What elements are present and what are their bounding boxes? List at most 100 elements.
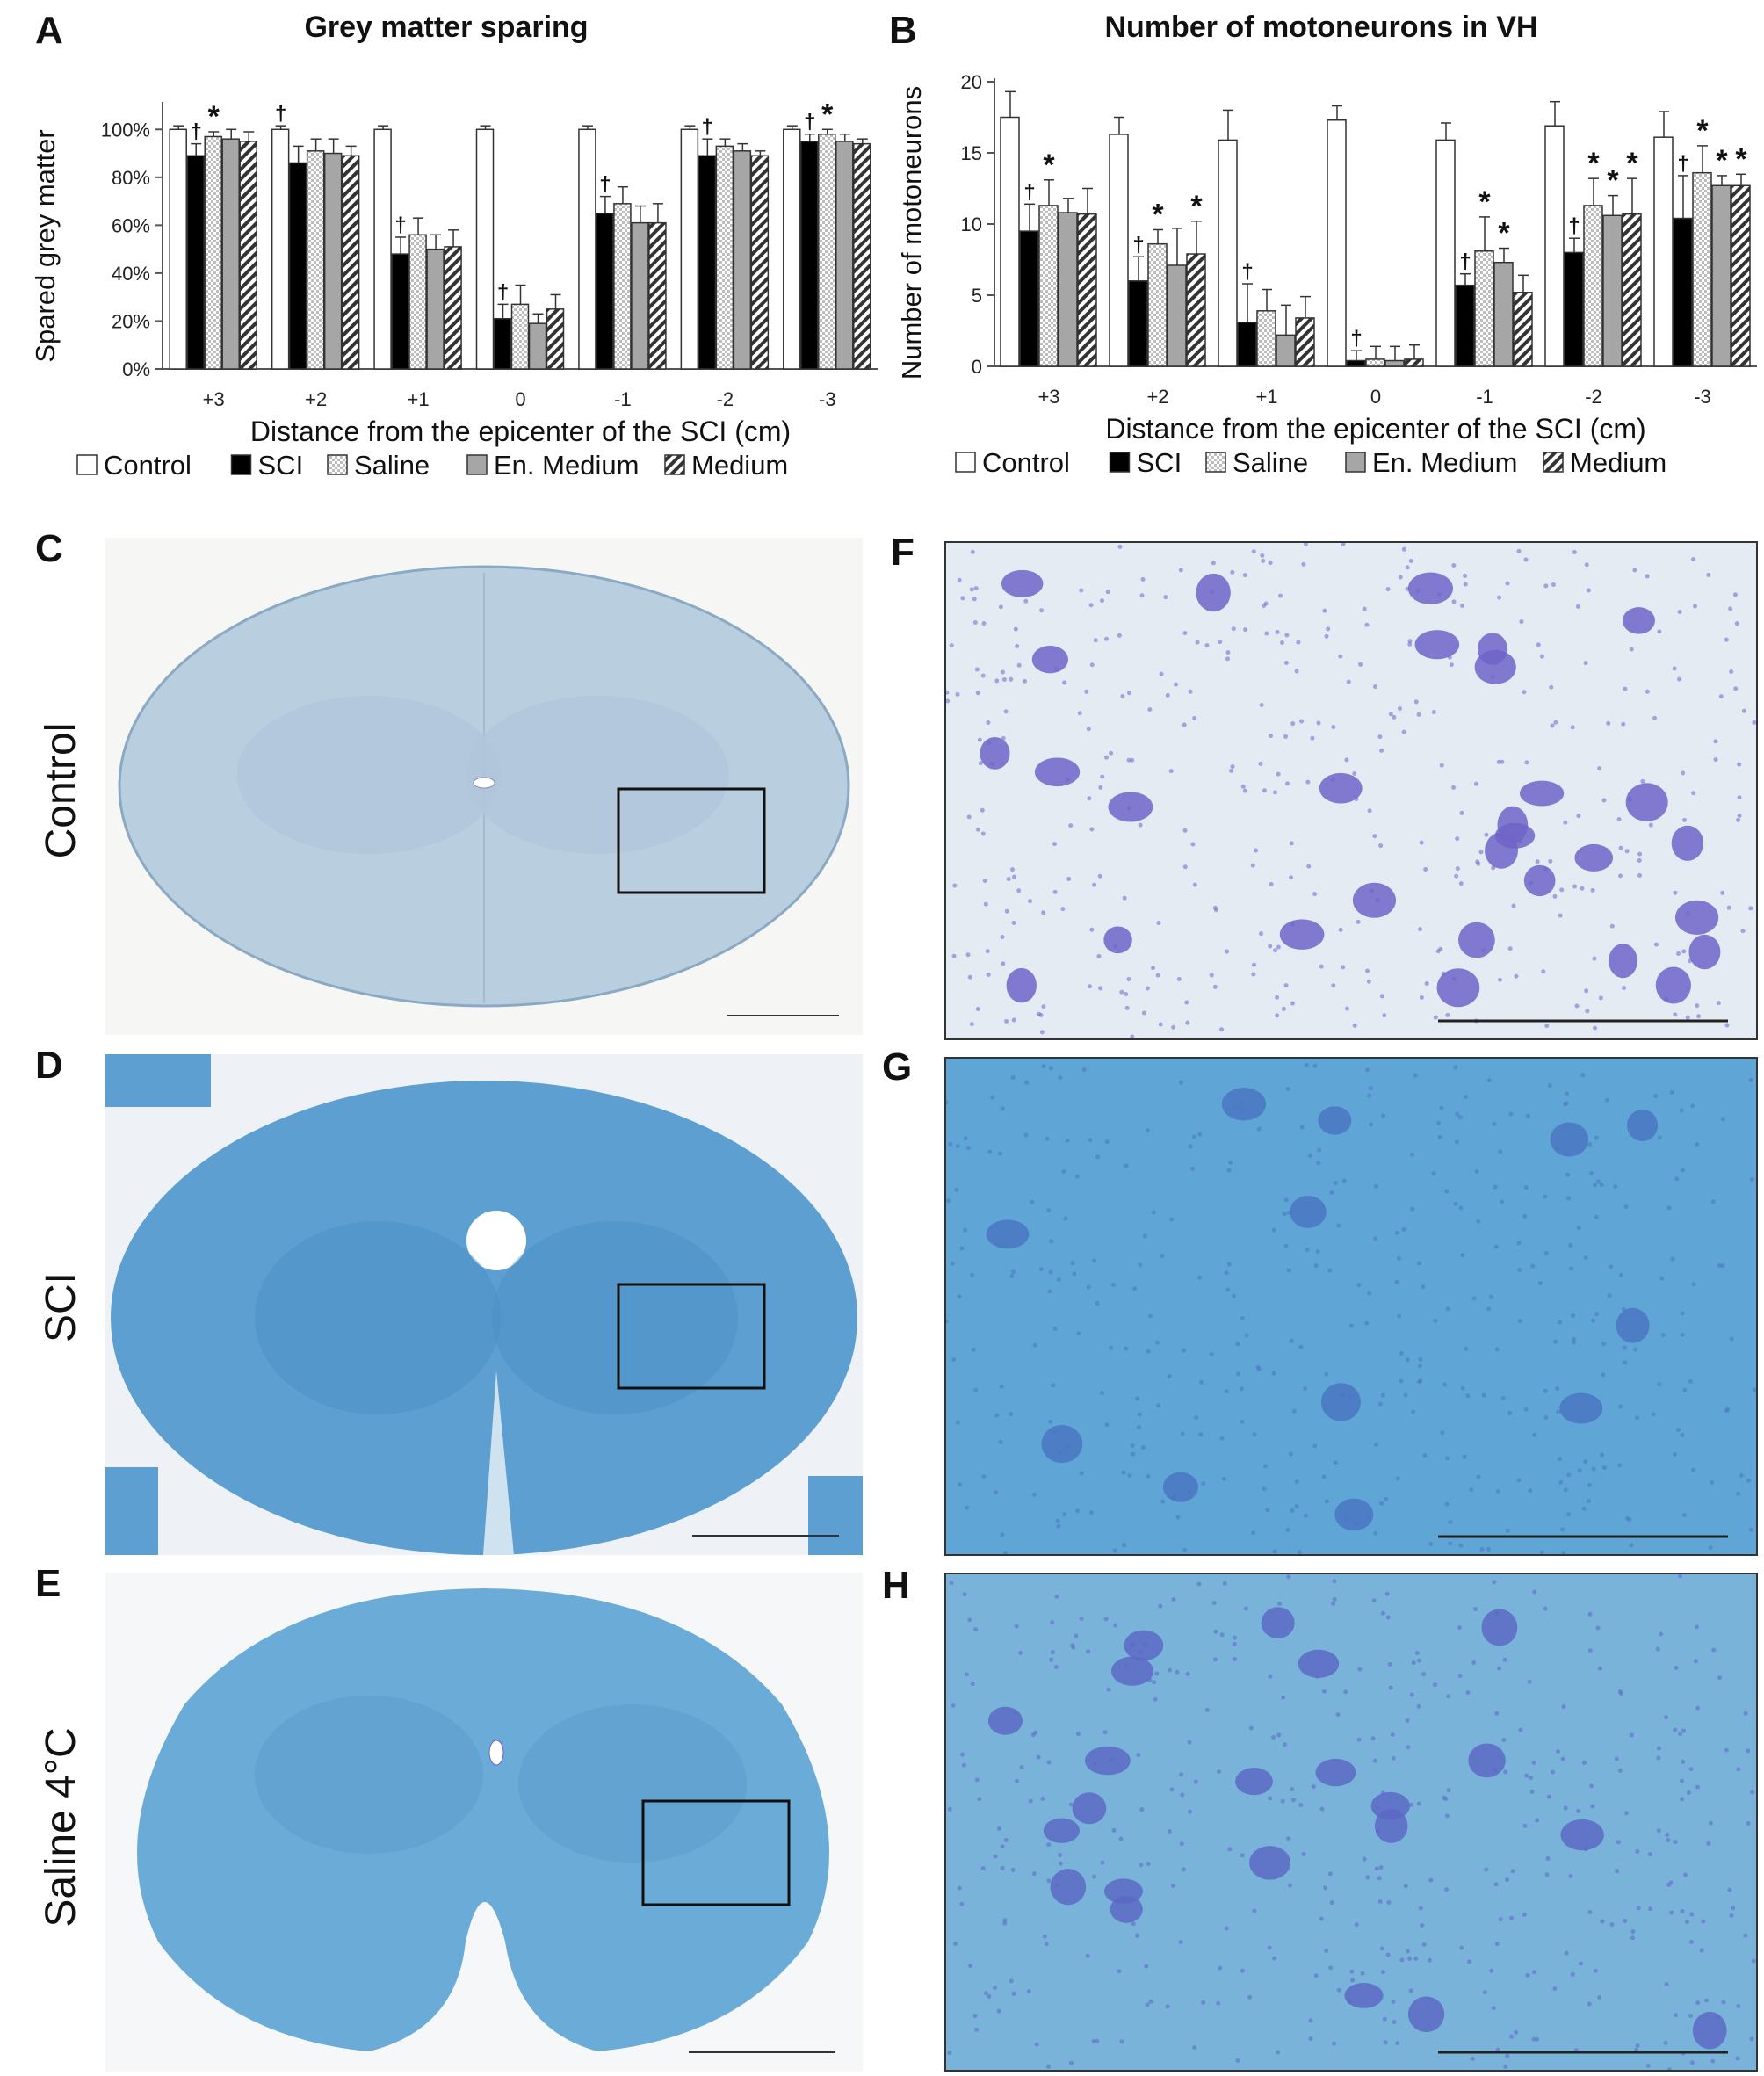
cell-nucleus (1294, 1503, 1299, 1508)
cell-nucleus (1250, 863, 1255, 868)
cell-nucleus (1251, 962, 1256, 967)
cell-nucleus (1317, 1147, 1322, 1153)
cell-nucleus (1373, 1530, 1378, 1536)
cell-nucleus (974, 1777, 980, 1783)
cell-nucleus (1726, 905, 1731, 910)
cell-nucleus (1288, 875, 1293, 880)
cell-nucleus (1262, 1486, 1267, 1492)
cell-nucleus (1471, 1296, 1477, 1301)
cell-nucleus (1387, 1661, 1392, 1667)
x-tick-label: -3 (1694, 386, 1711, 408)
cell-nucleus (1088, 984, 1093, 989)
legend-label: Control (104, 450, 192, 481)
cell-nucleus (1117, 544, 1123, 549)
cell-nucleus (1098, 785, 1103, 790)
cell-nucleus (1003, 709, 1009, 714)
cell-nucleus (1395, 1230, 1400, 1235)
cell-nucleus (1031, 1492, 1037, 1497)
motoneuron (1334, 1498, 1374, 1531)
cell-nucleus (1530, 1263, 1536, 1269)
cell-nucleus (1170, 1883, 1175, 1888)
legend-label: Saline (354, 450, 430, 481)
panel-label-b: B (889, 9, 917, 52)
bar (1237, 322, 1257, 367)
cell-nucleus (1333, 1180, 1338, 1185)
x-tick-label: 0 (1370, 386, 1381, 408)
cell-nucleus (1092, 882, 1097, 887)
cell-nucleus (1601, 1465, 1607, 1471)
cell-nucleus (1088, 1138, 1093, 1143)
motoneuron (1559, 1392, 1603, 1424)
cell-nucleus (1486, 1306, 1492, 1312)
cell-nucleus (1561, 1551, 1566, 1554)
cell-nucleus (1135, 1396, 1140, 1401)
cell-nucleus (1431, 1171, 1436, 1176)
bar (1038, 205, 1059, 367)
legend-label: En. Medium (1372, 447, 1517, 478)
cell-nucleus (1451, 563, 1457, 568)
bar (1346, 359, 1366, 367)
cell-nucleus (1673, 890, 1678, 895)
cell-nucleus (1028, 899, 1033, 904)
cell-nucleus (1544, 1872, 1550, 1877)
cell-nucleus (1373, 684, 1378, 690)
bar (1622, 213, 1642, 367)
cell-nucleus (1518, 1727, 1523, 1732)
cell-nucleus (1168, 769, 1174, 774)
motoneuron (1625, 783, 1668, 821)
cell-nucleus (1444, 1813, 1450, 1819)
cell-nucleus (1240, 784, 1246, 789)
cell-nucleus (1152, 1680, 1157, 1685)
cell-nucleus (1716, 1001, 1721, 1006)
cell-nucleus (1218, 1965, 1223, 1971)
cell-nucleus (1281, 1006, 1286, 1011)
cell-nucleus (1380, 1610, 1385, 1616)
cell-nucleus (1509, 2034, 1515, 2039)
cell-nucleus (1391, 1999, 1396, 2004)
cell-nucleus (1508, 1915, 1514, 1920)
bar (271, 128, 290, 370)
cell-nucleus (1023, 678, 1028, 684)
cell-nucleus (1749, 1527, 1754, 1532)
cell-nucleus (1601, 1342, 1606, 1347)
cell-nucleus (1209, 1351, 1214, 1356)
cell-nucleus (1010, 1269, 1016, 1275)
x-tick-label: -1 (1476, 386, 1493, 408)
cell-nucleus (1478, 850, 1484, 855)
cell-nucleus (1701, 1919, 1706, 1924)
cell-nucleus (1204, 1707, 1210, 1712)
cell-nucleus (1378, 1865, 1384, 1870)
cell-nucleus (1677, 676, 1682, 682)
cell-nucleus (1751, 1958, 1756, 1964)
cell-nucleus (1689, 1912, 1695, 1917)
cell-nucleus (1686, 1790, 1691, 1795)
cell-nucleus (1211, 1601, 1217, 1606)
cell-nucleus (1225, 656, 1230, 662)
cell-nucleus (1510, 1869, 1515, 1874)
cell-nucleus (1492, 1580, 1497, 1585)
x-tick-label: +2 (1146, 386, 1168, 408)
cell-nucleus (949, 1581, 954, 1586)
cell-nucleus (1041, 1004, 1046, 1009)
cell-nucleus (1336, 1223, 1341, 1228)
cell-nucleus (1185, 1020, 1190, 1025)
cell-nucleus (1524, 1773, 1529, 1778)
cell-nucleus (1019, 1764, 1024, 1769)
cell-nucleus (1535, 2036, 1540, 2042)
cell-nucleus (1197, 1132, 1203, 1137)
cell-nucleus (1414, 1651, 1420, 1656)
cell-nucleus (1289, 841, 1294, 846)
cell-nucleus (1629, 647, 1634, 652)
cell-nucleus (970, 549, 975, 554)
cell-nucleus (1587, 1910, 1593, 1915)
bar (1167, 264, 1187, 367)
significance-mark: † (1023, 180, 1035, 204)
cell-nucleus (1473, 781, 1478, 786)
bar (578, 128, 596, 370)
cell-nucleus (987, 1149, 993, 1154)
cell-nucleus (1044, 1942, 1049, 1947)
cell-nucleus (1077, 711, 1082, 716)
cell-nucleus (1379, 1501, 1384, 1506)
cell-nucleus (1663, 2040, 1668, 2045)
cell-nucleus (1331, 983, 1336, 988)
